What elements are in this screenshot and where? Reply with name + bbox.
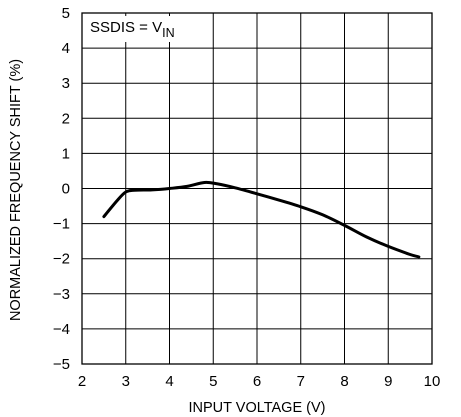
x-tick-label: 4 bbox=[165, 373, 173, 390]
plot-frame bbox=[81, 12, 433, 365]
annotation-subscript: IN bbox=[162, 26, 175, 40]
grid bbox=[82, 13, 432, 364]
x-axis-title: INPUT VOLTAGE (V) bbox=[189, 400, 326, 416]
x-tick-label: 6 bbox=[253, 373, 261, 390]
y-tick-label: 1 bbox=[62, 145, 70, 162]
x-tick-label: 2 bbox=[78, 373, 86, 390]
x-tick-label: 5 bbox=[209, 373, 217, 390]
y-tick-label: 0 bbox=[62, 181, 70, 198]
series-line bbox=[102, 180, 421, 259]
y-tick-label: 2 bbox=[62, 110, 70, 127]
y-tick-label: −3 bbox=[53, 286, 70, 303]
x-tick-label: 8 bbox=[340, 373, 348, 390]
annotation-ssdis: SSDIS = VIN bbox=[85, 16, 180, 42]
x-tick-labels: 2 3 4 5 6 7 8 9 10 bbox=[78, 373, 441, 390]
svg-text:SSDIS = VIN: SSDIS = VIN bbox=[90, 19, 175, 40]
annotation-base: SSDIS = V bbox=[90, 19, 162, 36]
x-tick-label: 7 bbox=[297, 373, 305, 390]
x-tick-label: 3 bbox=[122, 373, 130, 390]
annotation-background bbox=[85, 16, 180, 42]
y-tick-label: 4 bbox=[62, 40, 70, 57]
y-tick-label: 5 bbox=[62, 5, 70, 22]
y-tick-label: −1 bbox=[53, 216, 70, 233]
y-tick-label: −4 bbox=[53, 321, 70, 338]
y-tick-labels: 5 4 3 2 1 0 −1 −2 −3 −4 −5 bbox=[53, 5, 70, 373]
y-tick-label: 3 bbox=[62, 75, 70, 92]
y-tick-label: −2 bbox=[53, 251, 70, 268]
y-tick-label: −5 bbox=[53, 356, 70, 373]
x-tick-label: 10 bbox=[424, 373, 441, 390]
x-tick-label: 9 bbox=[384, 373, 392, 390]
y-axis-title: NORMALIZED FREQUENCY SHIFT (%) bbox=[8, 59, 24, 321]
